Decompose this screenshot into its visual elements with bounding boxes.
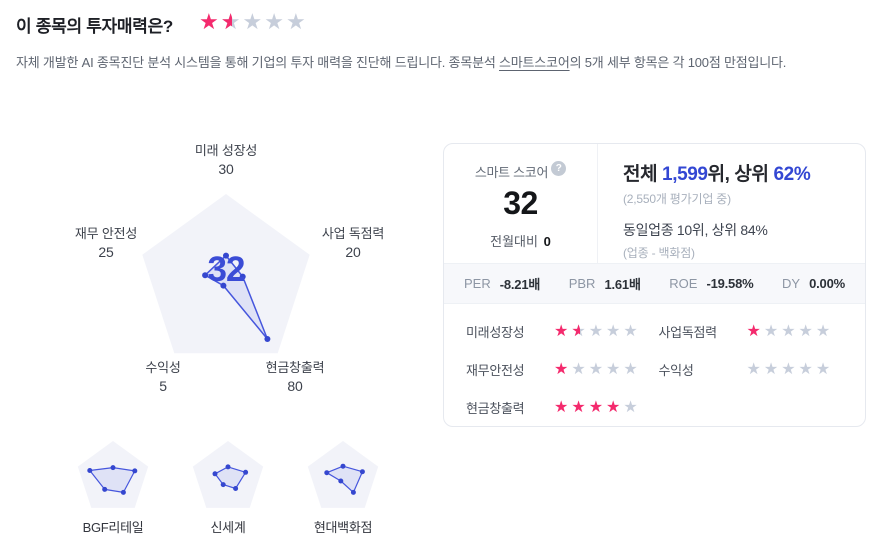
axis-label-text: 현금창출력 [265,360,325,375]
smart-score-label: 스마트 스코어? [444,161,597,181]
star-icon: ★ [798,323,816,340]
axis-value: 5 [159,378,167,394]
star-icon: ★ [588,399,607,416]
rating-profitability: 수익성 ★★★★★ [658,359,834,379]
star-icon: ★ [798,361,816,378]
peer-radar-chart [192,441,264,508]
star-icon: ★ [242,9,265,34]
star-icon: ★★ [220,9,243,34]
overall-rank-percent: 62% [773,164,811,185]
star-icon: ★ [264,9,286,34]
peer-name: 현대백화점 [313,520,373,535]
star-rating: ★★★★★ [554,397,641,417]
smartscore-tooltip-link[interactable]: 스마트스코어 [499,55,570,70]
metric-per: PER -8.21배 [464,276,541,292]
star-icon: ★ [199,9,221,34]
peer-item-hyundai-dept[interactable]: 현대백화점 [288,438,398,536]
sector-rank-line: 동일업종 10위, 상위 84% [623,222,768,238]
star-icon: ★ [623,361,641,378]
star-icon: ★ [554,399,572,416]
star-icon: ★ [571,361,589,378]
overall-star-rating: ★★★★★★ [199,9,308,35]
peer-radar-chart [307,441,379,508]
star-icon: ★ [781,361,799,378]
description-text: 자체 개발한 AI 종목진단 분석 시스템을 통해 기업의 투자 매력을 진단해… [16,55,500,70]
peer-item-shinsegae[interactable]: 신세계 [173,438,283,536]
star-icon: ★ [763,323,782,340]
star-icon: ★ [588,361,607,378]
axis-value: 80 [287,378,303,394]
valuation-metrics-row: PER -8.21배 PBR 1.61배 ROE -19.58% DY 0.00… [444,263,865,304]
axis-value: 25 [98,244,114,260]
rating-business-monopoly: 사업독점력 ★★★★★ [658,321,834,341]
axis-label-text: 재무 안전성 [74,226,138,241]
star-rating: ★★★★★ [554,359,641,379]
star-icon: ★★ [571,323,589,340]
star-icon: ★ [746,361,764,378]
rating-financial-safety: 재무안전성 ★★★★★ [466,359,641,379]
axis-label-text: 미래 성장성 [194,143,258,158]
peer-name: 신세계 [210,520,246,535]
metric-dy: DY 0.00% [782,276,845,291]
star-icon: ★ [763,361,782,378]
rating-cash-generation: 현금창출력 ★★★★★ [466,397,641,417]
axis-business-monopoly: 사업 독점력 20 [283,224,423,262]
star-icon: ★ [606,399,624,416]
axis-label-text: 수익성 [145,360,181,375]
star-icon: ★ [815,323,834,340]
radar-center-score: 32 [207,250,246,289]
star-icon: ★ [606,323,624,340]
star-icon: ★ [815,361,834,378]
smart-score-column: 스마트 스코어? 32 전월대비 0 [444,144,598,263]
page-title: 이 종목의 투자매력은? [16,17,173,36]
overall-rank-line: 전체 1,599위, 상위 62% [623,164,811,185]
help-icon[interactable]: ? [551,161,567,176]
star-icon: ★ [554,323,572,340]
sector-rank-note: (업종 - 백화점) [623,246,695,260]
axis-future-growth: 미래 성장성 30 [156,141,296,179]
smart-score-card: 스마트 스코어? 32 전월대비 0 전체 1,599위, 상위 62% (2,… [443,143,866,427]
card-top-section: 스마트 스코어? 32 전월대비 0 전체 1,599위, 상위 62% (2,… [444,144,865,263]
star-icon: ★ [285,9,308,34]
star-icon: ★ [554,361,572,378]
radar-chart [142,194,310,354]
peer-name: BGF리테일 [82,520,144,535]
axis-profitability: 수익성 5 [93,358,233,396]
axis-value: 30 [218,161,234,177]
axis-label-text: 사업 독점력 [321,226,385,241]
star-icon: ★ [588,323,607,340]
star-icon: ★ [571,399,589,416]
metric-pbr: PBR 1.61배 [568,276,641,292]
star-rating: ★★★★★ [747,321,834,341]
overall-rank-note: (2,550개 평가기업 중) [623,192,731,206]
star-icon: ★ [606,361,624,378]
page-description: 자체 개발한 AI 종목진단 분석 시스템을 통해 기업의 투자 매력을 진단해… [16,52,786,71]
star-icon: ★ [746,323,764,340]
axis-value: 20 [345,244,361,260]
axis-cash-generation: 현금창출력 80 [225,358,365,396]
overall-rank-number: 1,599 [662,164,708,185]
rank-column: 전체 1,599위, 상위 62% (2,550개 평가기업 중) 동일업종 1… [598,144,865,263]
peer-radar-chart [77,441,149,508]
star-icon: ★ [781,323,799,340]
metric-roe: ROE -19.58% [669,276,754,291]
rating-future-growth: 미래성장성 ★★★★★★ [466,321,641,341]
description-text-tail: 의 5개 세부 항목은 각 100점 만점입니다. [569,55,787,70]
star-icon: ★ [623,323,641,340]
star-rating: ★★★★★ [747,359,834,379]
smart-score-value: 32 [503,185,538,221]
star-icon: ★ [623,399,641,416]
month-over-month: 전월대비 0 [490,234,551,249]
factor-ratings-grid: 미래성장성 ★★★★★★ 사업독점력 ★★★★★ 재무안전성 ★★★★★ 수익성… [444,304,865,417]
peer-item-bgf-retail[interactable]: BGF리테일 [58,438,168,536]
axis-financial-safety: 재무 안전성 25 [36,224,176,262]
mom-value: 0 [543,234,551,249]
star-rating: ★★★★★★ [554,321,641,341]
peer-comparison-list: BGF리테일 신세계 현대백화점 [58,438,398,536]
